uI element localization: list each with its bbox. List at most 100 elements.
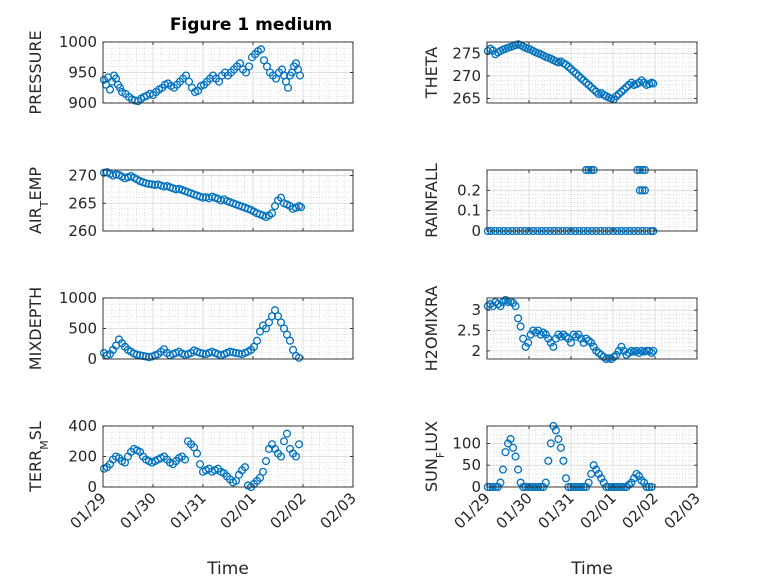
data-point [569, 67, 578, 76]
data-point [589, 342, 598, 351]
data-point [579, 338, 588, 347]
y-tick-label: 0 [87, 478, 97, 496]
data-point [632, 469, 641, 478]
data-point [544, 456, 553, 465]
data-point [285, 336, 295, 345]
data-point [577, 74, 586, 83]
data-point [150, 180, 160, 190]
axes-box [486, 297, 698, 360]
data-point [526, 330, 535, 339]
y-tick-label: 260 [68, 222, 97, 240]
data-point [521, 342, 530, 351]
y-tick-label: 270 [68, 167, 97, 185]
data-point [503, 439, 513, 448]
y-axis-label: AIRTEMP [26, 167, 51, 234]
y-axis-label: PRESSURE [26, 30, 45, 114]
y-axis-label-part: TERR [26, 450, 45, 493]
y-tick-label: 400 [68, 417, 97, 435]
y-axis-label-part: EMP [26, 167, 45, 201]
axes-box [486, 425, 698, 488]
data-point [144, 179, 154, 188]
data-point [635, 186, 644, 195]
data-point [544, 334, 553, 343]
data-point [115, 83, 125, 92]
data-point [624, 480, 634, 489]
y-axis-label-part: AIR [26, 207, 45, 234]
data-point [582, 78, 591, 87]
data-point [244, 62, 254, 71]
data-point [296, 203, 306, 212]
data-point [141, 352, 151, 361]
data-point [637, 76, 646, 85]
y-tick-label: 50 [462, 456, 481, 474]
y-tick-label: 0 [87, 350, 97, 368]
data-point [258, 467, 268, 476]
subplot-5: 0 500 1000 MIXDEPTH [26, 287, 354, 370]
data-point [559, 456, 568, 465]
data-point [640, 186, 649, 195]
data-point [597, 474, 606, 483]
data-point [516, 478, 525, 487]
data-series [483, 40, 658, 104]
y-axis-label: SUNFLUX [422, 421, 447, 492]
data-point [99, 168, 109, 177]
y-tick-label: 0.1 [457, 202, 481, 220]
y-axis-label-part: SL [26, 421, 45, 440]
y-tick-label: 3 [471, 301, 481, 319]
data-point [283, 83, 293, 92]
data-point [483, 46, 492, 56]
data-point [198, 193, 208, 202]
data-point [279, 437, 289, 446]
data-point [498, 465, 508, 474]
data-point [276, 452, 286, 461]
subplot-3: 260 265 270 AIRTEMP [26, 167, 354, 240]
data-point [192, 449, 202, 458]
data-point [649, 79, 658, 88]
data-point [294, 353, 304, 362]
data-point [634, 472, 644, 481]
data-point [634, 78, 644, 87]
data-point [295, 71, 305, 80]
data-point [566, 65, 576, 74]
y-axis-label: RAINFALL [422, 163, 441, 238]
data-point [637, 476, 646, 485]
data-point [551, 334, 560, 343]
y-tick-label: 265 [452, 89, 481, 107]
y-tick-label: 200 [68, 448, 97, 466]
data-point [501, 448, 510, 457]
data-point [267, 209, 277, 218]
y-axis-label-part: SUN [422, 458, 441, 492]
data-point [554, 435, 563, 444]
data-point [589, 85, 598, 94]
y-tick-label: 0 [471, 222, 481, 240]
data-point [577, 334, 586, 343]
y-axis-label: MIXDEPTH [26, 287, 45, 370]
y-tick-label: 100 [452, 434, 481, 452]
data-point [619, 85, 628, 94]
data-point [488, 302, 497, 311]
y-tick-label: 265 [68, 194, 97, 212]
data-point [256, 45, 266, 54]
data-point [627, 478, 636, 487]
data-point [566, 338, 576, 347]
y-axis-label-subscript: T [38, 200, 51, 208]
y-tick-label: 0.2 [457, 181, 481, 199]
data-point [574, 71, 583, 80]
data-point [629, 474, 639, 483]
subplot-1: 900 950 1000 PRESSURE [26, 30, 354, 115]
data-point [561, 474, 571, 483]
data-point [105, 85, 115, 94]
y-tick-label: 900 [68, 94, 97, 112]
data-point [594, 469, 603, 478]
data-point [240, 463, 250, 472]
data-point [592, 87, 601, 96]
subplot-4: 0 0.1 0.2 RAINFALL [422, 163, 698, 240]
data-point [599, 478, 608, 487]
data-point [496, 478, 505, 487]
data-point [619, 346, 628, 355]
data-point [614, 346, 623, 355]
axes-box [486, 169, 698, 232]
data-point [614, 89, 623, 99]
data-point [524, 338, 533, 347]
